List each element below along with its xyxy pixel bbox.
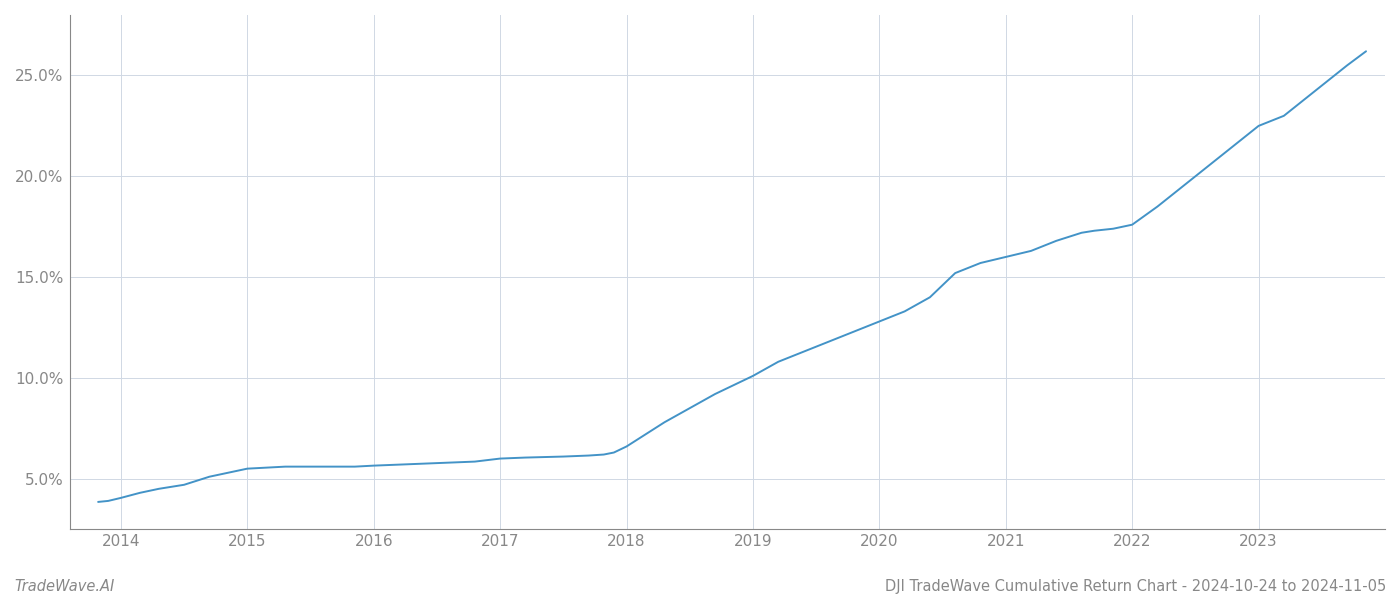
Text: DJI TradeWave Cumulative Return Chart - 2024-10-24 to 2024-11-05: DJI TradeWave Cumulative Return Chart - … xyxy=(885,579,1386,594)
Text: TradeWave.AI: TradeWave.AI xyxy=(14,579,115,594)
